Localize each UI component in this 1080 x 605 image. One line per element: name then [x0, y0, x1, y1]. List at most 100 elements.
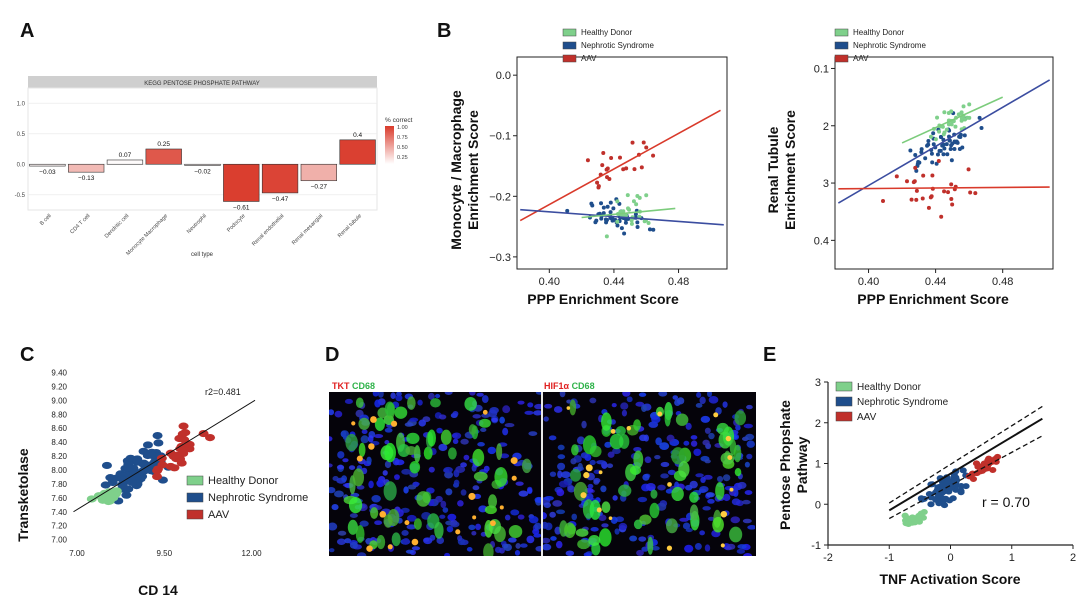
cd68-cell — [347, 519, 358, 535]
data-point — [603, 217, 608, 222]
nucleus — [423, 537, 433, 545]
cd68-cell — [734, 410, 747, 426]
legend-label: Nephrotic Syndrome — [853, 41, 926, 50]
nucleus — [499, 453, 510, 459]
chart-a-xtick: Renal endothelial — [251, 213, 285, 247]
cd68-cell — [671, 486, 684, 502]
data-point — [138, 459, 149, 467]
legend-swatch — [186, 475, 204, 486]
nucleus — [643, 434, 649, 442]
nucleus — [436, 427, 443, 434]
nucleus — [515, 481, 524, 486]
nucleus — [722, 493, 731, 502]
chart-b1-ylabel-line2: Enrichment Score — [465, 110, 481, 230]
nucleus — [651, 546, 660, 551]
cd68-cell — [609, 433, 624, 450]
nucleus — [699, 530, 705, 536]
cd68-cell — [406, 432, 420, 445]
nucleus — [614, 528, 620, 535]
nucleus — [565, 550, 575, 556]
nucleus — [544, 403, 553, 409]
chart-a-title-strip — [28, 76, 377, 88]
y-tick-label: 9.40 — [51, 368, 67, 377]
y-tick-label: 7.60 — [51, 494, 67, 503]
nucleus — [329, 436, 333, 442]
data-point — [608, 200, 613, 205]
data-point — [979, 125, 984, 130]
data-point — [152, 472, 163, 481]
cd68-cell — [358, 442, 366, 457]
nucleus — [502, 427, 509, 436]
nucleus — [452, 432, 462, 440]
data-point — [894, 174, 899, 179]
y-tick-label: 3 — [823, 178, 829, 190]
data-point — [585, 158, 590, 163]
nucleus — [472, 414, 481, 419]
fit-line — [519, 109, 721, 222]
nucleus — [543, 537, 551, 544]
cd68-cell — [618, 484, 632, 497]
data-point — [632, 167, 637, 172]
chart-a-bar — [339, 139, 376, 165]
nucleus — [504, 422, 515, 428]
nucleus — [445, 488, 453, 496]
chart-a-value-label: −0.13 — [78, 175, 95, 182]
cd68-cell — [488, 494, 498, 509]
nucleus — [743, 423, 753, 429]
nucleus — [747, 525, 755, 530]
legend-label: Nephrotic Syndrome — [208, 492, 308, 504]
legend-label: Healthy Donor — [853, 28, 904, 37]
data-point — [104, 497, 115, 505]
nucleus — [481, 413, 491, 418]
nucleus — [576, 436, 585, 445]
nucleus — [329, 463, 333, 468]
data-point — [939, 214, 944, 219]
data-point — [944, 477, 953, 484]
nucleus — [658, 392, 668, 397]
fit-line — [901, 96, 1004, 144]
nucleus — [373, 434, 384, 439]
data-point — [610, 216, 615, 221]
data-point — [938, 148, 943, 153]
nucleus — [439, 514, 446, 519]
legend-label: Healthy Donor — [857, 382, 922, 393]
cd68-cell — [473, 471, 488, 482]
data-point — [909, 197, 914, 202]
micrograph-divider — [541, 392, 543, 556]
chart-e-fit — [888, 405, 1043, 520]
cd68-cell — [589, 499, 601, 520]
data-point — [926, 205, 931, 210]
data-point — [631, 199, 636, 204]
nucleus — [368, 480, 374, 489]
data-point — [973, 191, 978, 196]
y-tick-label: 8.00 — [51, 466, 67, 475]
data-point — [989, 466, 997, 473]
nucleus — [660, 461, 670, 468]
colocalized-cell — [610, 428, 616, 434]
cd68-cell — [633, 450, 644, 469]
colocalized-cell — [404, 520, 410, 526]
nucleus — [557, 454, 566, 460]
data-point — [940, 143, 945, 148]
chart-a-bar — [68, 163, 105, 173]
data-point — [942, 110, 947, 115]
fit-line — [837, 79, 1051, 204]
cd68-cell — [598, 528, 612, 547]
cd68-cell — [678, 461, 690, 478]
data-point — [596, 185, 601, 190]
nucleus — [637, 496, 648, 503]
data-point — [914, 197, 919, 202]
x-tick-label: 0.44 — [603, 276, 624, 288]
colocalized-cell — [667, 482, 672, 487]
nucleus — [696, 392, 702, 398]
panel-letter-d: D — [325, 344, 340, 366]
chart-a-ytick: 0.5 — [17, 132, 26, 138]
fit-line — [73, 399, 256, 513]
nucleus — [746, 453, 753, 460]
nucleus — [700, 476, 706, 483]
nucleus — [450, 521, 460, 528]
nucleus — [732, 487, 739, 492]
data-point — [919, 150, 924, 155]
data-point — [950, 202, 955, 207]
legend-label: Nephrotic Syndrome — [857, 397, 949, 408]
